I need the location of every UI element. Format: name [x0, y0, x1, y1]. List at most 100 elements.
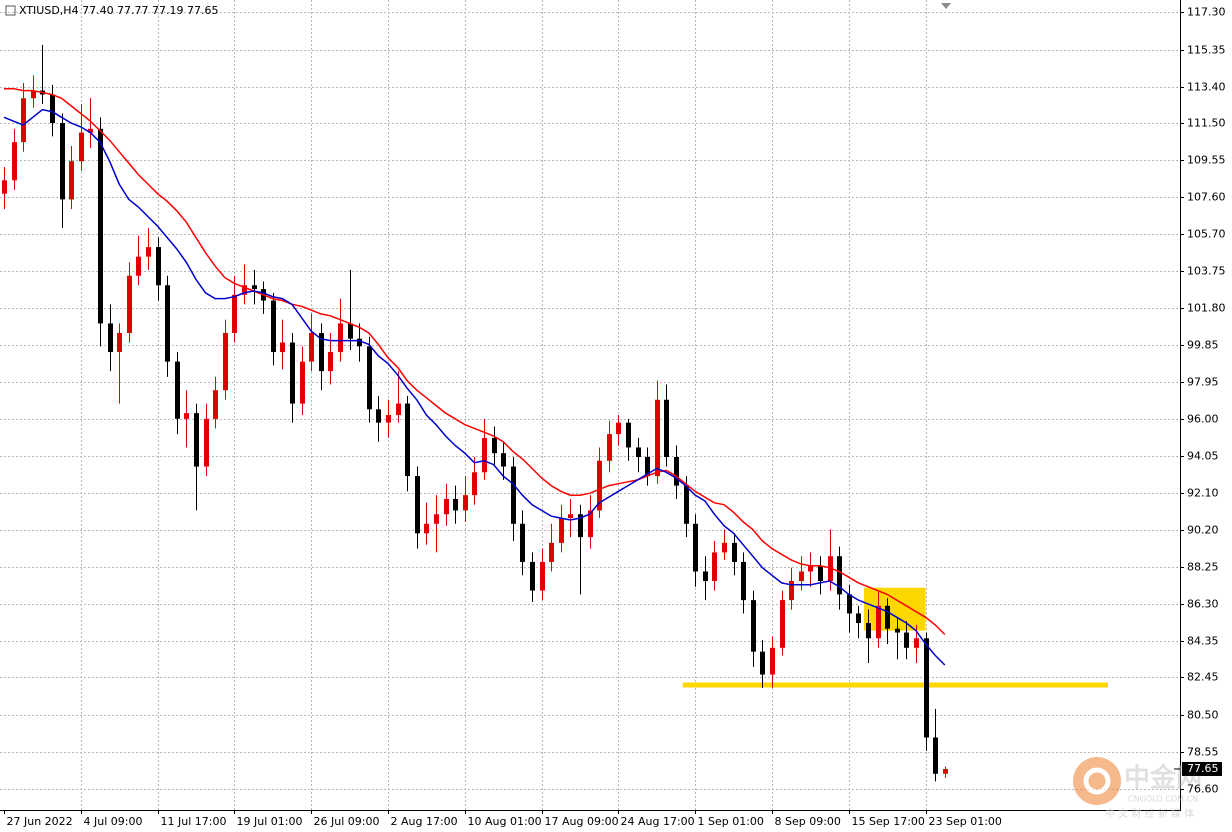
candle-body	[472, 472, 477, 496]
candle-body	[645, 456, 650, 477]
x-tick-label: 1 Sep 01:00	[698, 815, 764, 828]
candle-body	[674, 456, 679, 486]
y-tick-label: 92.10	[1187, 487, 1219, 500]
candle-body	[79, 132, 84, 162]
candle-body	[348, 323, 353, 339]
candle-body	[415, 476, 420, 534]
candle-body	[760, 651, 765, 675]
candle-body	[376, 409, 381, 423]
candle-body	[856, 613, 861, 624]
candle-body	[280, 342, 285, 353]
candle-body	[655, 399, 660, 477]
symbol-icon	[5, 5, 16, 16]
candle-body	[482, 437, 487, 473]
candle-body	[232, 294, 237, 333]
watermark-logo	[1073, 757, 1121, 805]
candle-body	[636, 447, 641, 457]
watermark-domain: CNGOLD.COM.CN	[1128, 795, 1198, 804]
x-tick-label: 19 Jul 01:00	[237, 815, 303, 828]
candle-body	[136, 256, 141, 276]
candle-body	[2, 180, 7, 194]
candle-body	[367, 346, 372, 410]
candle-body	[146, 247, 151, 257]
candle-body	[924, 638, 929, 738]
candle-body	[12, 142, 17, 181]
candle-body	[60, 123, 65, 200]
y-tick-label: 90.20	[1187, 524, 1219, 537]
candle-body	[549, 542, 554, 562]
candle-body	[69, 161, 74, 200]
candle-body	[684, 485, 689, 524]
candle-body	[386, 415, 391, 423]
candle-body	[88, 128, 93, 133]
last-price-label: 77.65	[1187, 762, 1219, 775]
candle-body	[808, 565, 813, 572]
candle-body	[424, 523, 429, 534]
y-tick-label: 103.75	[1187, 265, 1226, 278]
candle-body	[213, 390, 218, 419]
highlight-zone	[864, 587, 926, 631]
candle-body	[338, 323, 343, 353]
candle-body	[904, 632, 909, 648]
candle-body	[309, 332, 314, 362]
x-tick-label: 27 Jun 2022	[7, 815, 73, 828]
candle-body	[223, 332, 228, 391]
y-tick-label: 109.55	[1187, 154, 1226, 167]
candle-body	[751, 600, 756, 652]
candle-body	[837, 556, 842, 595]
candle-body	[741, 561, 746, 601]
candle-body	[626, 422, 631, 448]
x-tick-label: 8 Sep 09:00	[775, 815, 841, 828]
candle-body	[578, 514, 583, 538]
candle-body	[108, 323, 113, 353]
candle-body	[866, 623, 871, 639]
y-tick-label: 76.60	[1187, 783, 1219, 796]
candle-body	[914, 638, 919, 648]
candle-body	[405, 403, 410, 477]
candle-body	[156, 247, 161, 286]
candle-body	[319, 332, 324, 372]
candle-body	[703, 571, 708, 582]
candle-body	[252, 285, 257, 290]
y-tick-label: 99.85	[1187, 339, 1219, 352]
y-tick-label: 96.00	[1187, 413, 1219, 426]
candle-body	[117, 332, 122, 353]
candle-body	[165, 285, 170, 362]
x-tick-label: 10 Aug 01:00	[468, 815, 542, 828]
candle-body	[194, 413, 199, 467]
candle-body	[175, 361, 180, 419]
y-tick-label: 80.50	[1187, 709, 1219, 722]
candle-body	[300, 361, 305, 404]
chart-title: XTIUSD,H4 77.40 77.77 77.19 77.65	[19, 4, 219, 17]
candle-body	[607, 434, 612, 461]
candle-body	[98, 128, 103, 324]
y-tick-label: 101.80	[1187, 302, 1226, 315]
candle-body	[21, 98, 26, 143]
candle-body	[463, 495, 468, 511]
last-price-box	[1182, 761, 1222, 776]
candle-body	[799, 571, 804, 582]
candle-body	[501, 453, 506, 467]
candle-body	[328, 352, 333, 372]
y-tick-label: 111.50	[1187, 117, 1226, 130]
candle-body	[127, 275, 132, 333]
plot	[2, 44, 1108, 782]
x-tick-label: 2 Aug 17:00	[391, 815, 458, 828]
x-tick-label: 15 Sep 17:00	[852, 815, 925, 828]
y-tick-label: 88.25	[1187, 561, 1219, 574]
candle-body	[520, 523, 525, 562]
candle-body	[895, 628, 900, 633]
candle-body	[271, 300, 276, 353]
x-tick-label: 24 Aug 17:00	[621, 815, 695, 828]
x-tick-label: 4 Jul 09:00	[84, 815, 143, 828]
candle-body	[50, 94, 55, 124]
candle-body	[588, 510, 593, 538]
candle-body	[664, 399, 669, 457]
y-tick-label: 86.30	[1187, 598, 1219, 611]
candle-body	[434, 514, 439, 524]
candle-body	[396, 403, 401, 416]
shift-marker	[941, 3, 951, 9]
candle-body	[184, 413, 189, 419]
